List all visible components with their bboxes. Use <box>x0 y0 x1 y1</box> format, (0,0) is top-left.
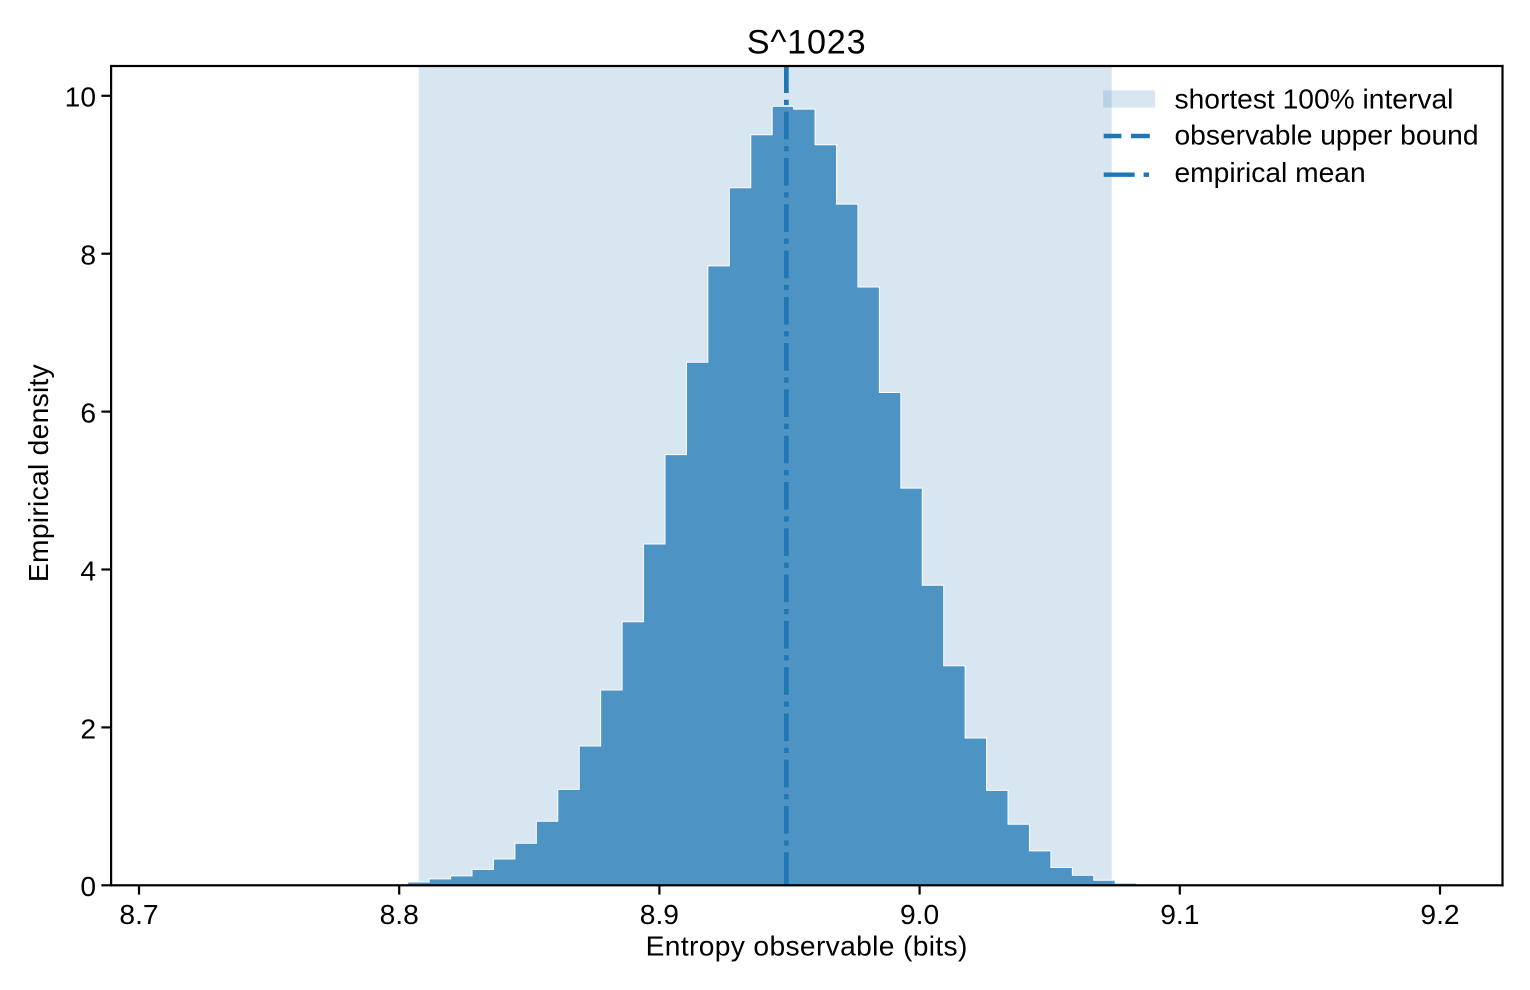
svg-text:shortest 100% interval: shortest 100% interval <box>1175 82 1454 114</box>
svg-text:9.1: 9.1 <box>1160 898 1199 930</box>
svg-text:Empirical density: Empirical density <box>22 363 54 582</box>
svg-text:2: 2 <box>80 712 96 744</box>
svg-text:8.8: 8.8 <box>380 898 419 930</box>
svg-text:4: 4 <box>80 554 96 586</box>
svg-text:9.0: 9.0 <box>900 898 939 930</box>
svg-text:10: 10 <box>65 81 96 113</box>
svg-text:0: 0 <box>80 870 96 902</box>
svg-text:8.9: 8.9 <box>640 898 679 930</box>
svg-text:8: 8 <box>80 239 96 271</box>
svg-text:9.2: 9.2 <box>1420 898 1459 930</box>
svg-text:Entropy observable (bits): Entropy observable (bits) <box>646 930 968 962</box>
svg-text:S^1023: S^1023 <box>747 23 867 61</box>
svg-text:8.7: 8.7 <box>119 898 158 930</box>
svg-text:observable upper bound: observable upper bound <box>1175 118 1479 150</box>
svg-text:6: 6 <box>80 397 96 429</box>
svg-text:empirical mean: empirical mean <box>1175 156 1366 188</box>
